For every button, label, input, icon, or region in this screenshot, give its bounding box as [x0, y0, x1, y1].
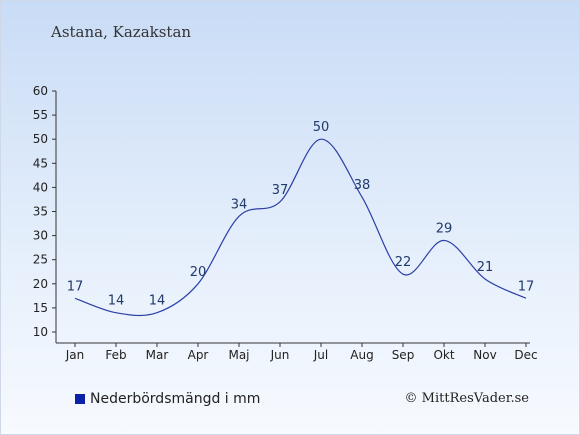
data-label: 17: [518, 279, 535, 294]
x-tick-label: Jun: [270, 348, 290, 362]
x-tick-label: Mar: [146, 348, 169, 362]
y-tick-label: 45: [33, 156, 48, 170]
y-tick-label: 40: [33, 180, 48, 194]
x-tick-label: Apr: [188, 348, 209, 362]
data-label: 50: [313, 120, 330, 135]
data-label: 21: [477, 260, 494, 275]
data-label: 38: [354, 178, 371, 193]
y-tick-label: 25: [33, 253, 48, 267]
precipitation-series-line: [75, 139, 526, 315]
x-tick-label: Sep: [392, 348, 415, 362]
y-tick-label: 60: [33, 84, 48, 98]
y-tick-label: 30: [33, 229, 48, 243]
y-tick-label: 50: [33, 132, 48, 146]
y-tick-label: 35: [33, 205, 48, 219]
x-tick-label: Aug: [350, 348, 373, 362]
data-label: 22: [395, 255, 412, 270]
legend: Nederbördsmängd i mm: [75, 391, 260, 407]
data-label: 20: [190, 265, 207, 280]
y-tick-label: 10: [33, 325, 48, 339]
y-tick-label: 20: [33, 277, 48, 291]
data-label: 37: [272, 183, 289, 198]
y-tick-label: 55: [33, 108, 48, 122]
data-label: 14: [149, 294, 166, 309]
data-label: 29: [436, 221, 453, 236]
y-tick-label: 15: [33, 301, 48, 315]
x-tick-label: Maj: [228, 348, 249, 362]
legend-swatch: [75, 394, 85, 404]
data-label: 14: [108, 294, 125, 309]
x-tick-label: Jul: [313, 348, 328, 362]
x-tick-label: Nov: [473, 348, 496, 362]
x-tick-label: Feb: [105, 348, 126, 362]
data-label: 34: [231, 197, 248, 212]
copyright-text: © MittResVader.se: [405, 391, 529, 406]
x-tick-label: Okt: [433, 348, 454, 362]
x-tick-label: Jan: [65, 348, 85, 362]
legend-label: Nederbördsmängd i mm: [90, 391, 260, 407]
x-tick-label: Dec: [514, 348, 537, 362]
data-label: 17: [67, 279, 84, 294]
